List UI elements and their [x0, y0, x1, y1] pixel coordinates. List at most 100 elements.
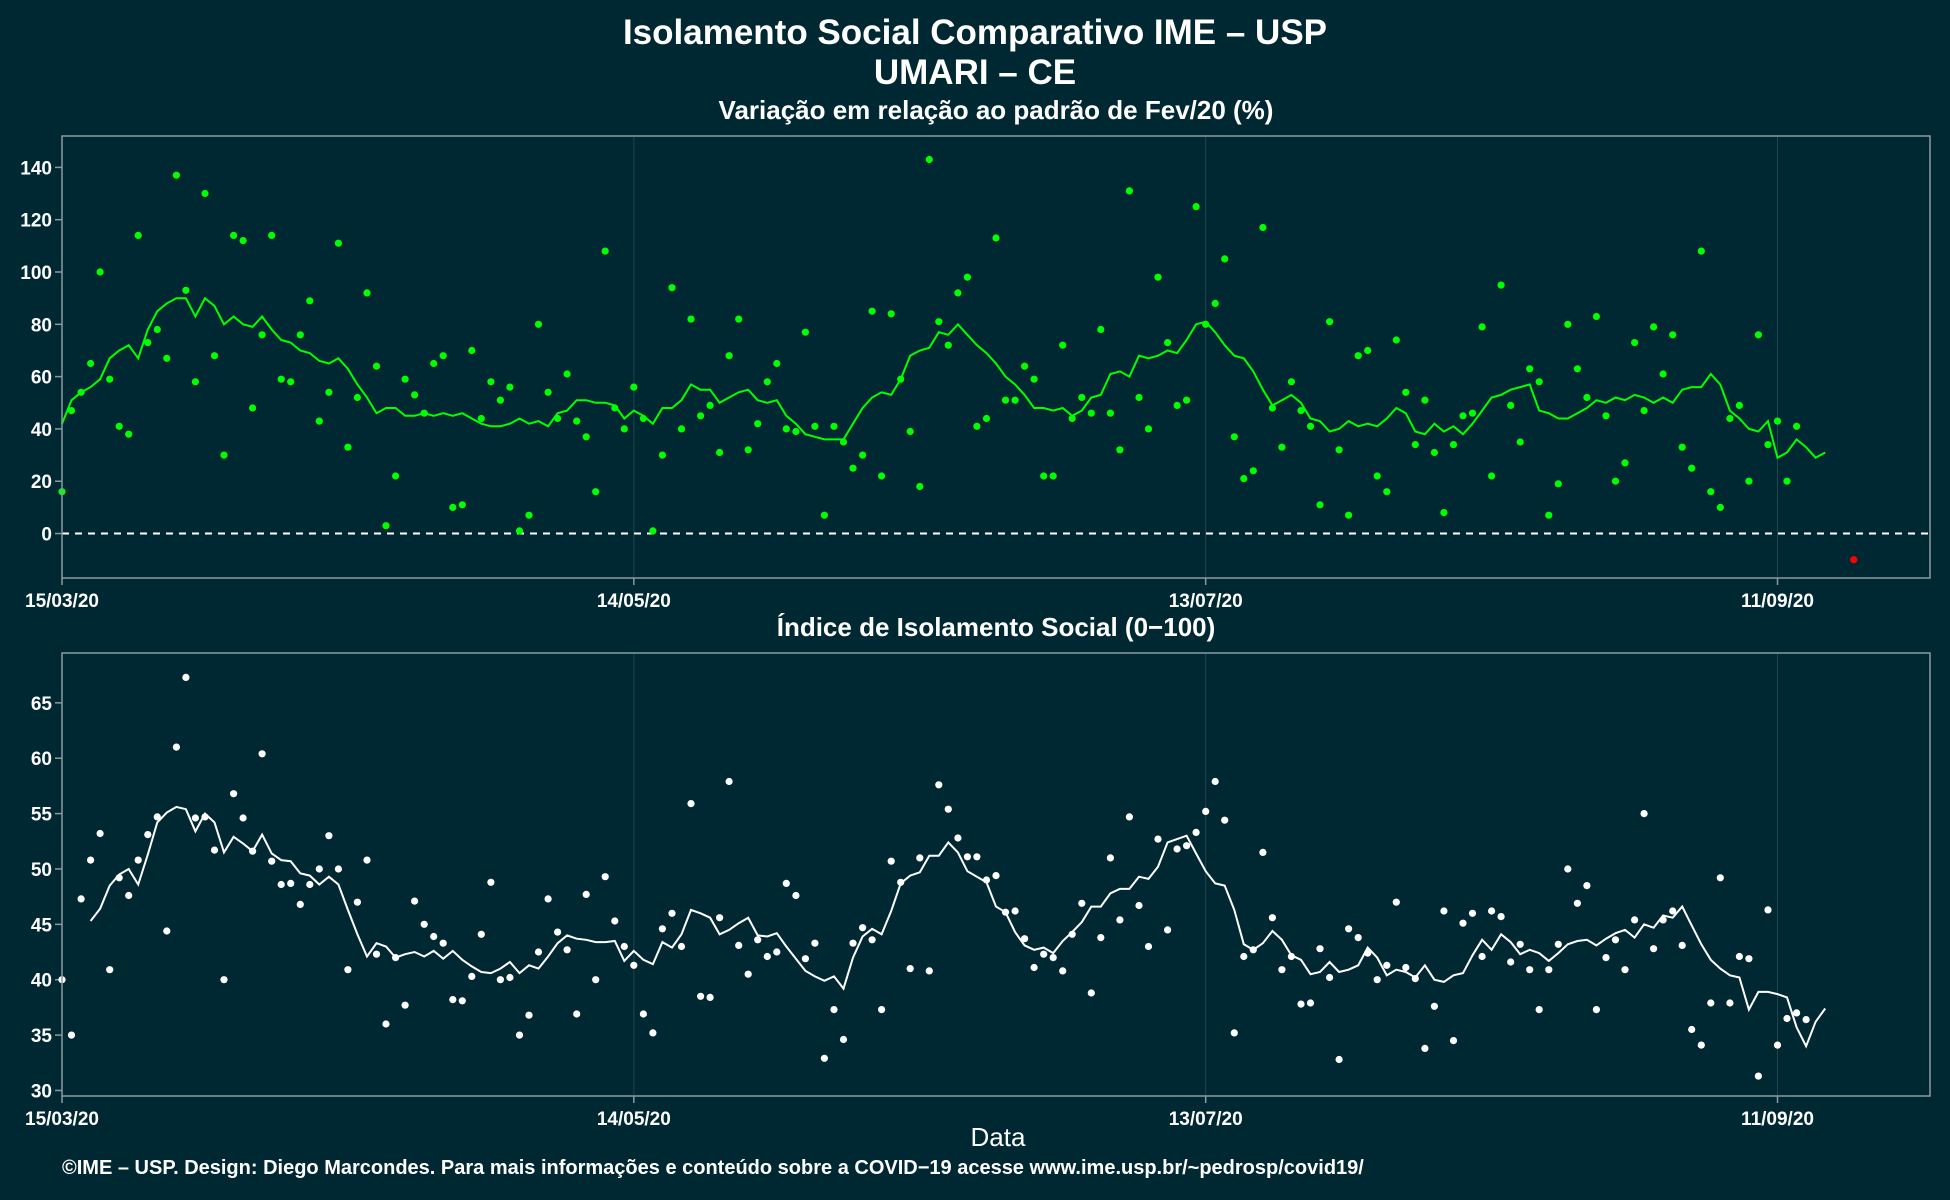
data-point — [439, 939, 447, 947]
data-point — [1659, 370, 1667, 378]
data-point — [830, 1006, 838, 1014]
panel-border — [61, 652, 1931, 1097]
data-point — [1059, 967, 1067, 975]
data-point — [1364, 346, 1372, 355]
data-point — [1383, 961, 1391, 969]
data-point — [1278, 966, 1286, 974]
data-point — [1440, 907, 1448, 915]
variation-panel: Variação em relação ao padrão de Fev/20 … — [20, 95, 1931, 612]
data-point — [1087, 989, 1095, 997]
data-point — [1573, 365, 1581, 373]
data-point — [935, 781, 943, 789]
data-point — [277, 375, 285, 383]
data-point — [1001, 396, 1010, 404]
data-point — [1106, 409, 1114, 417]
data-point — [163, 927, 171, 935]
data-point — [1059, 341, 1067, 349]
data-point — [249, 847, 257, 855]
data-point — [191, 378, 199, 386]
data-point — [1488, 907, 1496, 915]
data-point — [716, 448, 724, 457]
data-point — [1373, 472, 1381, 480]
data-point — [458, 501, 466, 509]
data-point — [839, 438, 848, 446]
data-point — [916, 854, 924, 862]
data-point — [639, 414, 648, 423]
data-point — [1564, 865, 1572, 873]
data-point — [363, 856, 371, 864]
data-point — [1078, 393, 1086, 402]
data-point — [1773, 417, 1782, 425]
data-point — [1688, 1025, 1696, 1034]
data-point — [1164, 926, 1172, 934]
data-point — [1468, 909, 1477, 917]
moving-average-line — [89, 805, 1827, 1049]
data-point — [1497, 281, 1505, 289]
data-point — [210, 846, 219, 854]
data-point — [1421, 396, 1429, 404]
data-point — [249, 404, 257, 412]
data-point — [96, 268, 104, 276]
data-point — [973, 853, 981, 861]
data-point — [725, 352, 733, 360]
data-point — [1249, 946, 1257, 954]
data-point — [697, 412, 705, 420]
data-point — [430, 932, 438, 941]
data-point — [1154, 273, 1162, 281]
data-point — [172, 171, 180, 179]
data-point — [1440, 508, 1448, 517]
x-tick-label: 13/07/20 — [1169, 591, 1243, 612]
data-point — [1326, 318, 1334, 326]
y-tick-label: 60 — [31, 749, 52, 770]
data-point — [487, 878, 495, 886]
data-point — [1392, 898, 1400, 906]
data-point — [1383, 488, 1391, 496]
data-point — [592, 976, 600, 984]
data-point — [1640, 810, 1648, 818]
data-point — [67, 1031, 76, 1039]
data-point — [1745, 955, 1753, 963]
figure-subtitle: UMARI – CE — [873, 53, 1077, 92]
data-point — [468, 346, 476, 355]
data-point — [1411, 441, 1419, 449]
panel-border — [61, 135, 1931, 579]
data-point — [1697, 1041, 1705, 1049]
data-point — [1802, 1016, 1810, 1024]
data-point — [906, 427, 914, 436]
data-point — [830, 422, 838, 430]
data-point — [1183, 842, 1191, 850]
data-point — [1459, 412, 1467, 420]
data-point — [325, 832, 333, 840]
data-point — [582, 890, 590, 899]
data-point — [1402, 963, 1410, 972]
data-point — [382, 1020, 390, 1028]
x-tick-label: 11/09/20 — [1741, 591, 1814, 612]
data-point — [611, 404, 619, 412]
data-point — [706, 993, 714, 1002]
data-point — [1488, 472, 1496, 480]
data-point — [1783, 477, 1791, 485]
data-point — [763, 952, 771, 961]
data-point — [754, 936, 762, 944]
data-point — [172, 743, 180, 751]
data-point — [353, 898, 361, 906]
data-point — [296, 900, 304, 909]
data-point — [1688, 464, 1696, 472]
data-point — [534, 320, 543, 328]
data-point — [411, 391, 419, 399]
data-point — [477, 414, 485, 423]
y-tick-label: 40 — [31, 420, 52, 441]
data-point — [649, 527, 657, 535]
figure-title: Isolamento Social Comparativo IME – USP — [622, 13, 1328, 52]
data-point — [1240, 475, 1248, 483]
data-point — [1783, 1014, 1791, 1023]
data-point — [1192, 203, 1200, 211]
data-point — [582, 433, 590, 441]
data-point — [668, 284, 676, 292]
data-point — [125, 430, 133, 438]
data-point — [1754, 331, 1762, 339]
data-point — [1621, 966, 1629, 974]
data-point — [554, 414, 562, 423]
data-point — [811, 939, 819, 947]
